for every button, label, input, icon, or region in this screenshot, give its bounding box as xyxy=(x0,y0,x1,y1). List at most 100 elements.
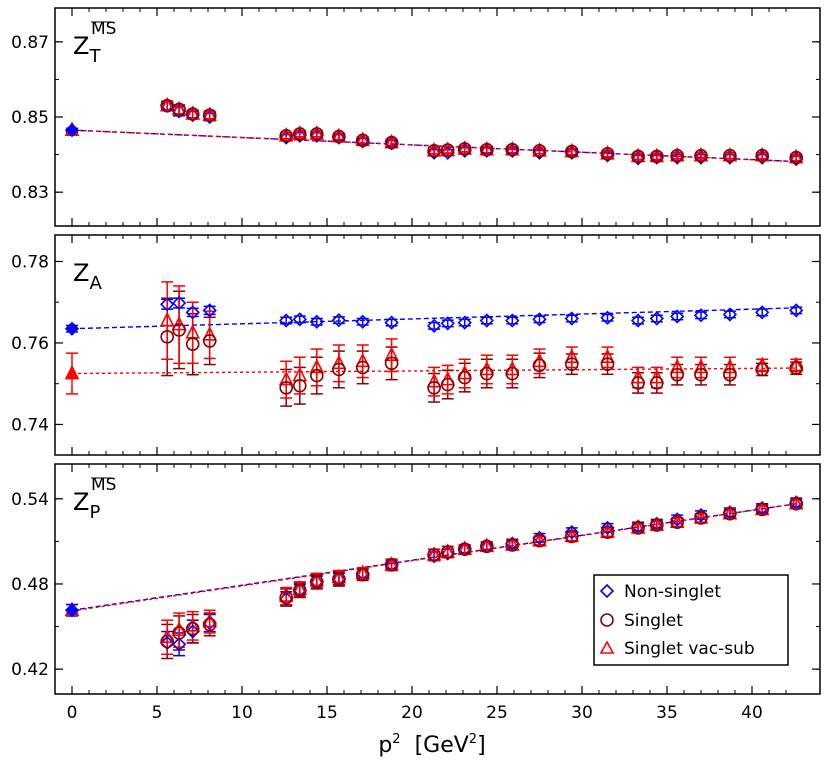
data-point-circle xyxy=(309,575,324,589)
data-point-circle xyxy=(505,366,520,381)
data-point-circle xyxy=(279,590,294,605)
data-point-circle xyxy=(384,135,399,150)
data-point-diamond xyxy=(185,305,200,320)
data-point-diamond xyxy=(64,603,80,618)
data-point-circle xyxy=(649,376,664,390)
data-point-circle xyxy=(292,378,307,393)
x-tick-label: 0 xyxy=(67,703,78,723)
data-point-triangle xyxy=(479,537,495,553)
data-point-triangle xyxy=(505,140,520,156)
data-point-diamond xyxy=(479,313,494,328)
data-point-circle xyxy=(670,367,685,382)
data-point-triangle xyxy=(505,536,520,551)
data-point-circle xyxy=(332,362,346,377)
data-point-triangle xyxy=(649,147,665,163)
data-point-diamond xyxy=(722,307,738,322)
data-point-circle xyxy=(631,376,645,390)
data-point-triangle xyxy=(788,148,804,164)
data-point-triangle xyxy=(278,370,294,386)
x-tick-label: 30 xyxy=(571,703,593,723)
panel-label: ZA xyxy=(73,259,102,294)
data-point-circle xyxy=(600,525,615,539)
legend-label: Singlet vac-sub xyxy=(624,639,755,659)
data-point-circle xyxy=(457,370,472,385)
y-tick-label: 0.42 xyxy=(11,660,49,680)
data-point-triangle xyxy=(788,356,804,372)
legend: Non-singlet Singlet Singlet vac-sub xyxy=(593,574,789,666)
data-point-triangle xyxy=(331,568,347,584)
data-point-triangle xyxy=(309,358,325,374)
data-point-circle xyxy=(292,583,307,598)
data-point-circle xyxy=(457,142,472,156)
data-point-circle xyxy=(440,143,455,157)
data-point-circle xyxy=(384,558,399,572)
data-point-circle xyxy=(355,133,370,148)
data-point-diamond xyxy=(532,312,547,327)
data-point-circle xyxy=(427,548,441,562)
data-point-diamond xyxy=(160,297,175,312)
data-point-circle xyxy=(309,127,324,141)
data-point-circle xyxy=(440,377,455,392)
data-point-triangle xyxy=(384,556,399,571)
data-point-triangle xyxy=(457,540,472,555)
data-point-triangle xyxy=(722,504,738,520)
data-point-triangle xyxy=(159,311,175,327)
circle-icon xyxy=(600,613,614,627)
data-point-diamond xyxy=(693,308,709,323)
data-point-circle xyxy=(440,545,455,559)
data-point-diamond xyxy=(355,314,370,329)
data-point-triangle xyxy=(171,100,187,116)
panel-label-superscript: MS xyxy=(91,475,116,495)
data-point-triangle xyxy=(440,543,455,558)
data-point-circle xyxy=(789,150,804,165)
data-point-circle xyxy=(279,380,294,395)
data-point-triangle xyxy=(331,354,347,370)
panel-frame xyxy=(54,463,821,695)
data-point-triangle xyxy=(722,358,738,374)
data-point-triangle xyxy=(440,141,455,156)
data-point-diamond xyxy=(789,303,804,318)
data-point-circle xyxy=(172,323,186,337)
data-point-circle xyxy=(723,506,737,521)
data-point-circle xyxy=(202,108,217,122)
data-point-diamond xyxy=(64,321,80,336)
data-point-triangle xyxy=(564,348,580,364)
panel-label-superscript: MS xyxy=(91,19,116,39)
data-point-diamond xyxy=(171,295,187,311)
data-point-circle xyxy=(564,357,579,371)
data-point-circle xyxy=(479,539,494,554)
data-point-triangle xyxy=(171,315,187,331)
data-point-circle xyxy=(600,147,615,161)
triangle-icon xyxy=(599,640,615,654)
y-tick-label: 0.74 xyxy=(11,415,49,435)
data-point-circle xyxy=(723,148,737,163)
data-point-circle xyxy=(649,518,664,532)
data-point-diamond xyxy=(457,315,472,330)
data-point-triangle xyxy=(185,105,200,120)
data-point-triangle xyxy=(754,500,770,516)
data-point-diamond xyxy=(564,525,579,540)
data-point-circle xyxy=(292,127,307,141)
data-point-circle xyxy=(670,515,685,530)
y-tick-label: 0.78 xyxy=(11,252,49,272)
y-tick-label: 0.54 xyxy=(11,490,49,510)
data-point-diamond xyxy=(384,315,399,330)
legend-entry-singlet: Singlet xyxy=(600,611,683,631)
x-axis-label: p2 [GeV2] xyxy=(378,732,485,758)
data-point-circle xyxy=(564,144,579,159)
data-point-circle xyxy=(202,334,217,348)
panel-frame xyxy=(54,234,821,456)
data-point-circle xyxy=(457,542,472,556)
data-point-triangle xyxy=(159,96,175,112)
data-point-diamond xyxy=(160,635,175,651)
data-point-triangle xyxy=(278,587,294,602)
data-point-diamond xyxy=(505,313,520,328)
data-point-triangle xyxy=(202,612,217,628)
data-point-circle xyxy=(631,149,645,164)
data-point-triangle xyxy=(355,564,370,580)
panel-frame xyxy=(54,7,821,227)
data-point-diamond xyxy=(600,520,615,536)
